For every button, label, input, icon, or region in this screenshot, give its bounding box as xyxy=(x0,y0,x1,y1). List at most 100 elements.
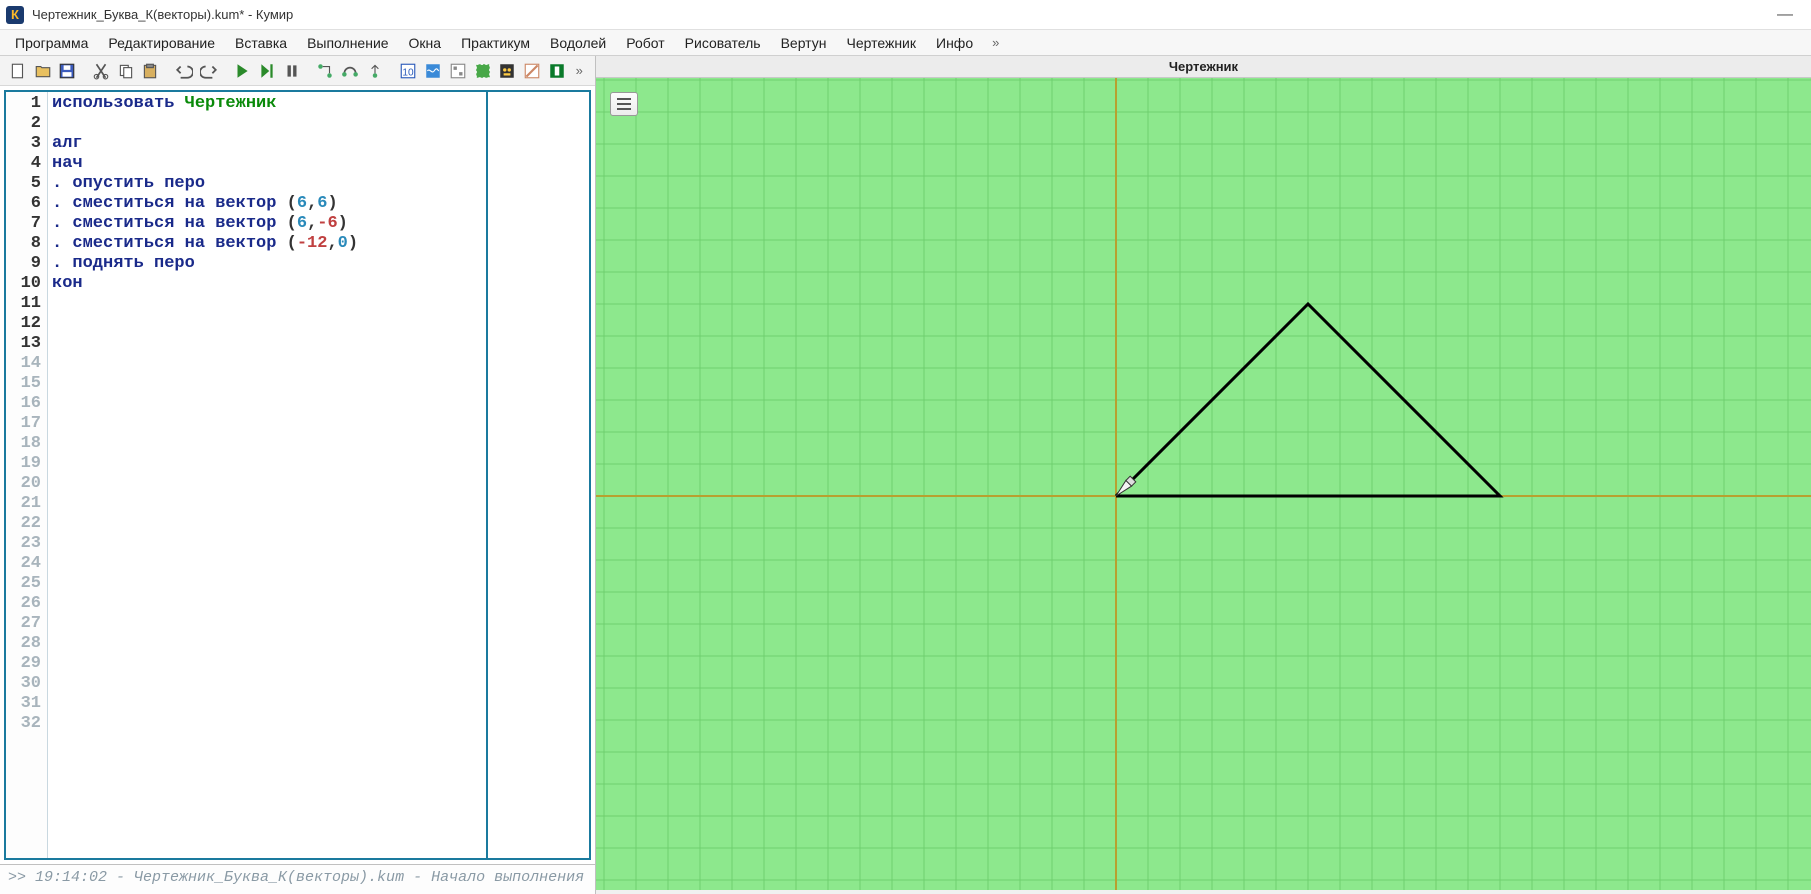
svg-text:10: 10 xyxy=(403,67,415,78)
code-line[interactable] xyxy=(52,554,482,574)
code-area[interactable]: использовать Чертежник алгнач. опустить п… xyxy=(48,92,589,858)
menu-программа[interactable]: Программа xyxy=(6,32,97,54)
code-line[interactable] xyxy=(52,614,482,634)
code-line[interactable]: кон xyxy=(52,274,482,294)
line-number: 19 xyxy=(8,454,41,474)
line-number: 14 xyxy=(8,354,41,374)
code-line[interactable] xyxy=(52,434,482,454)
code-line[interactable] xyxy=(52,714,482,734)
cut-button[interactable] xyxy=(89,59,113,83)
code-line[interactable] xyxy=(52,534,482,554)
code-line[interactable] xyxy=(52,674,482,694)
toolbar-overflow[interactable]: » xyxy=(570,63,589,78)
menu-вставка[interactable]: Вставка xyxy=(226,32,296,54)
code-line[interactable]: . сместиться на вектор (6,6) xyxy=(52,194,482,214)
editor-margin xyxy=(488,92,589,858)
code-line[interactable] xyxy=(52,594,482,614)
canvas-area[interactable] xyxy=(596,78,1811,894)
line-number: 26 xyxy=(8,594,41,614)
line-number: 1 xyxy=(8,94,41,114)
menu-редактирование[interactable]: Редактирование xyxy=(99,32,224,54)
code-line[interactable]: нач xyxy=(52,154,482,174)
line-number: 24 xyxy=(8,554,41,574)
step-out-button[interactable] xyxy=(363,59,387,83)
run-button[interactable] xyxy=(230,59,254,83)
menu-overflow[interactable]: » xyxy=(984,32,1007,53)
code-line[interactable] xyxy=(52,454,482,474)
code-line[interactable] xyxy=(52,374,482,394)
code-line[interactable] xyxy=(52,294,482,314)
line-number: 28 xyxy=(8,634,41,654)
paste-button[interactable] xyxy=(139,59,163,83)
line-number: 18 xyxy=(8,434,41,454)
code-editor[interactable]: 1234567891011121314151617181920212223242… xyxy=(4,90,591,860)
code-line[interactable] xyxy=(52,654,482,674)
save-button[interactable] xyxy=(55,59,79,83)
line-number: 20 xyxy=(8,474,41,494)
actor1-button[interactable]: 10 xyxy=(397,59,421,83)
menu-рисователь[interactable]: Рисователь xyxy=(676,32,770,54)
code-line[interactable]: алг xyxy=(52,134,482,154)
menu-окна[interactable]: Окна xyxy=(400,32,451,54)
line-number: 10 xyxy=(8,274,41,294)
actor7-button[interactable] xyxy=(545,59,569,83)
code-line[interactable]: . поднять перо xyxy=(52,254,482,274)
line-number: 31 xyxy=(8,694,41,714)
canvas-menu-button[interactable] xyxy=(610,92,638,116)
titlebar: К Чертежник_Буква_К(векторы).kum* - Куми… xyxy=(0,0,1811,30)
actor6-button[interactable] xyxy=(520,59,544,83)
line-number: 21 xyxy=(8,494,41,514)
open-button[interactable] xyxy=(31,59,55,83)
line-number: 23 xyxy=(8,534,41,554)
menu-выполнение[interactable]: Выполнение xyxy=(298,32,397,54)
minimize-button[interactable]: — xyxy=(1765,6,1805,24)
menu-инфо[interactable]: Инфо xyxy=(927,32,982,54)
line-number: 17 xyxy=(8,414,41,434)
code-line[interactable] xyxy=(52,414,482,434)
actor5-button[interactable] xyxy=(495,59,519,83)
code-line[interactable] xyxy=(52,114,482,134)
main-split: 10» 123456789101112131415161718192021222… xyxy=(0,56,1811,894)
canvas-title: Чертежник xyxy=(596,56,1811,78)
code-line[interactable] xyxy=(52,394,482,414)
line-number: 30 xyxy=(8,674,41,694)
menu-чертежник[interactable]: Чертежник xyxy=(837,32,925,54)
copy-button[interactable] xyxy=(114,59,138,83)
menu-водолей[interactable]: Водолей xyxy=(541,32,615,54)
line-number: 11 xyxy=(8,294,41,314)
left-pane: 10» 123456789101112131415161718192021222… xyxy=(0,56,596,894)
code-line[interactable] xyxy=(52,634,482,654)
code-line[interactable] xyxy=(52,694,482,714)
actor4-button[interactable] xyxy=(471,59,495,83)
code-line[interactable] xyxy=(52,574,482,594)
redo-button[interactable] xyxy=(197,59,221,83)
run-step-button[interactable] xyxy=(255,59,279,83)
code-line[interactable]: . опустить перо xyxy=(52,174,482,194)
window-title: Чертежник_Буква_К(векторы).kum* - Кумир xyxy=(32,7,1765,22)
new-button[interactable] xyxy=(6,59,30,83)
undo-button[interactable] xyxy=(172,59,196,83)
code-line[interactable] xyxy=(52,474,482,494)
menu-практикум[interactable]: Практикум xyxy=(452,32,539,54)
code-line[interactable] xyxy=(52,494,482,514)
line-number: 12 xyxy=(8,314,41,334)
line-number: 5 xyxy=(8,174,41,194)
code-line[interactable] xyxy=(52,514,482,534)
step-over-button[interactable] xyxy=(338,59,362,83)
right-pane: Чертежник xyxy=(596,56,1811,894)
code-line[interactable]: использовать Чертежник xyxy=(52,94,482,114)
actor3-button[interactable] xyxy=(446,59,470,83)
actor2-button[interactable] xyxy=(421,59,445,83)
pause-button[interactable] xyxy=(280,59,304,83)
code-line[interactable]: . сместиться на вектор (6,-6) xyxy=(52,214,482,234)
code-line[interactable] xyxy=(52,334,482,354)
menu-вертун[interactable]: Вертун xyxy=(772,32,836,54)
code-line[interactable] xyxy=(52,314,482,334)
code-line[interactable]: . сместиться на вектор (-12,0) xyxy=(52,234,482,254)
step-into-button[interactable] xyxy=(314,59,338,83)
code-line[interactable] xyxy=(52,354,482,374)
line-number: 27 xyxy=(8,614,41,634)
menu-робот[interactable]: Робот xyxy=(617,32,673,54)
line-number: 3 xyxy=(8,134,41,154)
line-number: 4 xyxy=(8,154,41,174)
